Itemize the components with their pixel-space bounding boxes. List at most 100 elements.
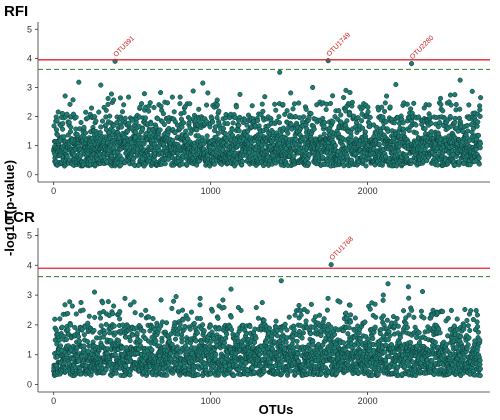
- data-point-fcr: [317, 312, 323, 318]
- data-point-fcr: [188, 309, 195, 315]
- data-point-rfi: [142, 115, 149, 121]
- data-point-fcr: [180, 307, 186, 313]
- data-point-fcr: [138, 312, 144, 318]
- data-point-rfi: [465, 128, 471, 134]
- data-point-rfi: [171, 109, 177, 115]
- data-point-rfi: [422, 126, 428, 132]
- data-point-rfi: [204, 133, 210, 139]
- data-point-rfi: [413, 130, 419, 136]
- data-point-rfi: [447, 113, 453, 120]
- data-point-rfi: [452, 115, 458, 121]
- data-point-rfi: [97, 130, 103, 136]
- x-tick-label-fcr: 0: [51, 396, 56, 406]
- data-point-rfi: [379, 104, 385, 110]
- data-point-fcr: [85, 348, 91, 354]
- data-point-rfi: [55, 109, 61, 115]
- data-point-rfi: [92, 114, 98, 120]
- data-point-rfi: [393, 82, 399, 88]
- data-point-rfi: [236, 122, 242, 128]
- data-point-rfi: [367, 114, 373, 120]
- data-point-rfi: [236, 128, 242, 134]
- data-point-rfi: [363, 163, 369, 169]
- y-tick-label-rfi: 5: [27, 24, 32, 34]
- data-point-rfi: [178, 116, 184, 122]
- x-tick-label-fcr: 1000: [201, 396, 221, 406]
- data-point-fcr: [231, 372, 237, 379]
- data-point-fcr: [341, 340, 347, 346]
- data-point-fcr: [78, 299, 84, 306]
- data-point-rfi: [426, 102, 432, 108]
- data-point-rfi: [259, 101, 265, 107]
- data-point-rfi: [288, 121, 294, 127]
- data-point-rfi: [438, 101, 444, 108]
- x-axis-title: OTUs: [259, 402, 294, 417]
- data-point-rfi: [83, 109, 89, 115]
- data-point-rfi: [98, 124, 104, 130]
- data-point-rfi: [158, 90, 164, 96]
- data-point-rfi: [381, 108, 388, 114]
- data-point-rfi: [249, 103, 255, 109]
- data-point-rfi: [200, 80, 206, 86]
- data-point-rfi: [255, 117, 261, 124]
- data-point-rfi: [347, 89, 353, 96]
- data-point-fcr: [171, 298, 177, 304]
- y-tick-label-rfi: 1: [27, 141, 32, 151]
- data-point-rfi: [119, 156, 125, 162]
- data-point-rfi: [296, 115, 303, 121]
- data-point-rfi: [428, 120, 434, 126]
- data-point-rfi: [404, 101, 410, 107]
- data-point-fcr: [283, 339, 289, 345]
- data-point-fcr: [146, 314, 152, 320]
- data-point-fcr: [347, 319, 354, 325]
- data-point-fcr: [75, 334, 82, 340]
- data-point-rfi: [105, 95, 111, 102]
- data-point-rfi: [234, 160, 240, 166]
- data-point-fcr: [57, 316, 63, 322]
- data-point-rfi: [239, 158, 246, 165]
- data-point-rfi: [320, 115, 326, 121]
- data-point-rfi: [222, 131, 228, 137]
- data-point-rfi: [365, 104, 371, 110]
- data-point-fcr: [261, 368, 267, 375]
- data-point-rfi: [341, 94, 347, 101]
- data-point-fcr: [380, 297, 386, 303]
- data-point-rfi: [413, 122, 419, 128]
- data-point-rfi: [452, 92, 458, 98]
- data-point-fcr: [179, 339, 185, 345]
- data-point-rfi: [400, 120, 406, 126]
- data-point-rfi: [146, 108, 152, 114]
- data-point-fcr: [324, 307, 330, 313]
- x-tick-label-fcr: 2000: [358, 396, 378, 406]
- data-point-rfi: [229, 127, 235, 133]
- data-point-fcr: [395, 323, 401, 329]
- data-point-rfi: [111, 97, 117, 103]
- data-point-fcr: [294, 338, 300, 344]
- data-point-rfi: [70, 97, 76, 103]
- data-point-fcr: [91, 327, 97, 333]
- data-point-fcr: [100, 300, 106, 306]
- data-point-fcr: [143, 307, 149, 313]
- data-point-rfi: [181, 110, 187, 116]
- data-point-rfi: [457, 77, 463, 83]
- data-point-rfi: [387, 104, 393, 110]
- data-point-fcr: [348, 312, 354, 318]
- data-point-rfi: [471, 159, 477, 165]
- data-point-fcr: [386, 329, 392, 335]
- data-point-rfi: [469, 88, 475, 94]
- data-point-rfi: [288, 90, 294, 96]
- data-point-fcr: [98, 323, 104, 329]
- annotation-label-rfi: OTU391: [113, 35, 137, 59]
- data-point-rfi: [321, 131, 327, 137]
- data-point-fcr: [352, 315, 358, 321]
- y-tick-label-rfi: 3: [27, 82, 32, 92]
- data-point-fcr: [238, 307, 244, 313]
- data-point-fcr: [273, 318, 279, 324]
- data-point-rfi: [310, 84, 316, 90]
- data-point-fcr: [69, 303, 75, 309]
- data-point-fcr: [159, 319, 166, 325]
- data-point-fcr: [328, 324, 334, 330]
- y-tick-label-rfi: 4: [27, 53, 32, 63]
- data-point-rfi: [296, 100, 302, 106]
- data-point-fcr: [221, 304, 227, 311]
- data-point-rfi: [447, 92, 454, 98]
